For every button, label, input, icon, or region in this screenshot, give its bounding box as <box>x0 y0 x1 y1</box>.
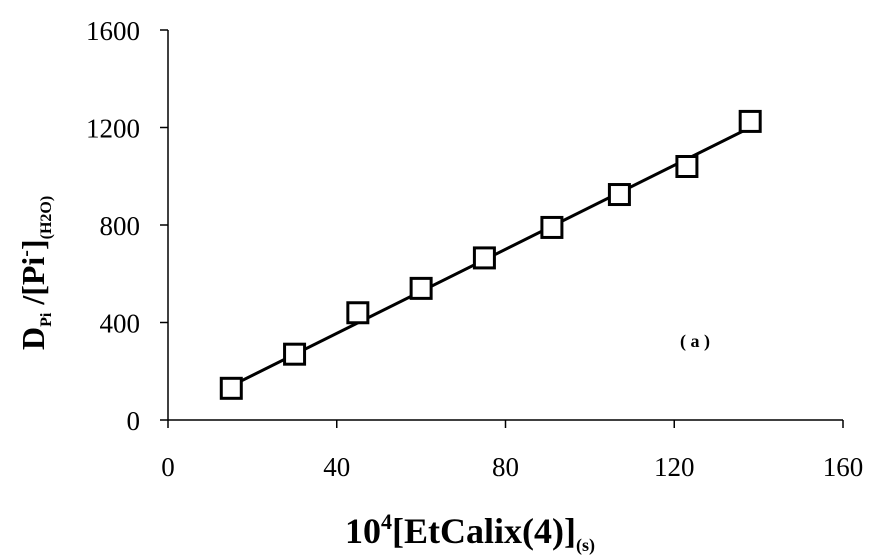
data-point <box>738 109 762 133</box>
x-axis-title-sub: (s) <box>576 535 595 556</box>
axes <box>167 30 843 421</box>
x-axis-title-sup: 4 <box>381 509 392 534</box>
data-points <box>219 109 762 400</box>
y-axis-title-mid: /[Pi <box>15 257 51 313</box>
data-point <box>409 276 433 300</box>
y-tick-label: 0 <box>127 406 141 436</box>
x-tick-label: 160 <box>823 452 864 482</box>
data-point <box>607 183 631 207</box>
data-point <box>540 215 564 239</box>
x-axis-title: 104[EtCalix(4)](s) <box>345 509 595 556</box>
data-point <box>472 246 496 270</box>
data-point <box>219 376 243 400</box>
x-tick-label: 80 <box>492 452 519 482</box>
y-axis-title-sub1: Pi <box>38 312 55 327</box>
ticks: 0 400 800 1200 1600 0 40 80 120 160 <box>86 16 863 482</box>
y-tick-label: 1200 <box>86 114 140 144</box>
data-point <box>283 342 307 366</box>
data-point <box>346 301 370 325</box>
y-axis-title-sub2: (H2O) <box>38 196 55 240</box>
data-point <box>675 155 699 178</box>
x-tick-label: 40 <box>323 452 350 482</box>
x-tick-label: 120 <box>654 452 695 482</box>
y-axis-title: DPi /[Pi-](H2O) <box>15 196 55 350</box>
y-axis-title-main: D <box>15 327 51 350</box>
y-tick-label: 1600 <box>86 16 140 46</box>
y-axis-title-end: ] <box>15 239 51 250</box>
y-tick-label: 400 <box>100 309 141 339</box>
x-axis-title-base: 10 <box>345 511 381 551</box>
x-axis-title-main: [EtCalix(4)] <box>392 511 576 551</box>
annotation-label: ( a ) <box>680 331 710 352</box>
y-axis-title-sup: - <box>15 250 37 257</box>
x-tick-label: 0 <box>161 452 175 482</box>
y-tick-label: 800 <box>100 211 141 241</box>
